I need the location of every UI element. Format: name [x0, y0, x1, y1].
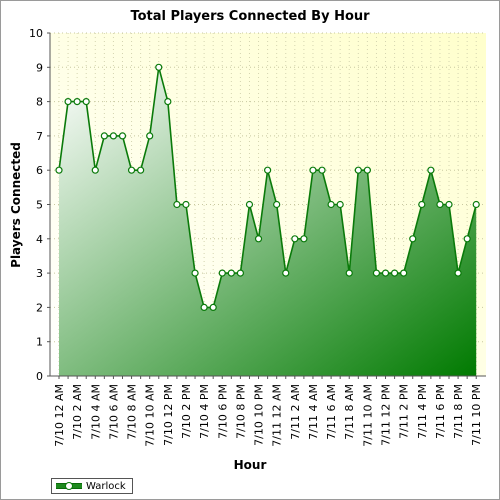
data-point	[400, 269, 408, 277]
data-point	[137, 166, 145, 174]
data-point	[118, 132, 127, 140]
x-tick-label: 7/11 2 PM	[398, 384, 411, 439]
data-point	[200, 303, 208, 311]
x-tick-label: 7/10 10 AM	[144, 384, 157, 447]
data-point	[146, 132, 154, 140]
data-point	[264, 166, 272, 174]
data-point	[155, 63, 163, 71]
data-point	[291, 235, 299, 243]
chart-title: Total Players Connected By Hour	[130, 9, 370, 24]
data-point	[318, 166, 326, 174]
data-point	[282, 269, 290, 277]
data-point	[354, 166, 362, 174]
data-point	[418, 200, 426, 209]
data-point	[409, 235, 417, 243]
data-point	[100, 132, 108, 140]
data-point	[245, 200, 254, 209]
data-point	[454, 269, 462, 277]
data-point	[309, 166, 317, 174]
x-tick-label: 7/10 8 PM	[234, 384, 247, 439]
x-tick-label: 7/11 8 AM	[343, 384, 356, 440]
x-tick-label: 7/10 4 PM	[198, 384, 211, 439]
legend: Warlock	[51, 478, 133, 494]
x-tick-label: 7/10 2 AM	[71, 384, 84, 440]
x-tick-label: 7/11 12 AM	[271, 384, 284, 447]
data-point	[427, 166, 435, 174]
x-tick-label: 7/11 2 AM	[289, 384, 302, 440]
data-point	[82, 97, 90, 106]
data-point	[445, 200, 453, 209]
y-tick-label: 6	[36, 164, 43, 177]
data-point	[300, 235, 308, 243]
y-tick-label: 0	[36, 370, 43, 383]
x-tick-label: 7/10 4 AM	[89, 384, 102, 440]
data-point	[345, 269, 353, 277]
data-point	[127, 166, 136, 174]
data-point	[436, 200, 444, 209]
y-tick-label: 4	[36, 233, 43, 246]
x-tick-label: 7/11 4 AM	[307, 384, 320, 440]
data-point	[55, 166, 63, 174]
y-tick-label: 5	[36, 199, 43, 212]
data-point	[227, 269, 235, 277]
data-point	[236, 269, 244, 277]
data-point	[372, 269, 381, 277]
data-point	[218, 269, 226, 277]
legend-label-warlock: Warlock	[86, 480, 126, 492]
x-tick-label: 7/10 12 AM	[53, 384, 66, 447]
x-axis-title: Hour	[233, 458, 267, 472]
y-tick-label: 1	[36, 336, 43, 349]
data-point	[191, 269, 199, 277]
data-point	[173, 200, 181, 209]
data-point	[91, 166, 99, 174]
x-tick-label: 7/11 8 PM	[452, 384, 465, 439]
data-point	[182, 200, 190, 209]
data-point	[472, 200, 480, 209]
data-point	[390, 269, 399, 277]
data-point	[327, 200, 335, 209]
y-tick-label: 9	[36, 61, 43, 74]
data-point	[73, 97, 81, 106]
data-point	[381, 269, 390, 277]
x-tick-label: 7/11 6 AM	[325, 384, 338, 440]
x-tick-label: 7/10 6 AM	[107, 384, 120, 440]
x-tick-label: 7/10 10 PM	[253, 384, 266, 446]
x-tick-label: 7/11 10 PM	[470, 384, 483, 446]
x-tick-label: 7/11 6 PM	[434, 384, 447, 439]
x-tick-label: 7/10 2 PM	[180, 384, 193, 439]
y-tick-label: 2	[36, 301, 43, 314]
data-point	[363, 166, 371, 174]
y-tick-label: 7	[36, 130, 43, 143]
y-tick-label: 10	[29, 27, 43, 40]
data-point	[164, 97, 172, 106]
data-point	[109, 132, 118, 140]
x-tick-label: 7/10 12 PM	[162, 384, 175, 446]
data-point	[254, 235, 263, 243]
x-tick-label: 7/10 8 AM	[126, 384, 139, 440]
y-tick-label: 8	[36, 96, 43, 109]
series-area-warlock	[59, 67, 477, 377]
data-point	[64, 97, 72, 106]
data-point	[336, 200, 344, 209]
data-point	[463, 235, 471, 243]
legend-swatch-warlock	[56, 481, 82, 491]
x-tick-label: 7/10 6 PM	[216, 384, 229, 439]
x-tick-label: 7/11 4 PM	[416, 384, 429, 439]
data-point	[273, 200, 281, 209]
x-tick-label: 7/11 10 AM	[361, 384, 374, 447]
x-tick-label: 7/11 12 PM	[380, 384, 393, 446]
y-tick-label: 3	[36, 267, 43, 280]
data-point	[209, 303, 217, 311]
